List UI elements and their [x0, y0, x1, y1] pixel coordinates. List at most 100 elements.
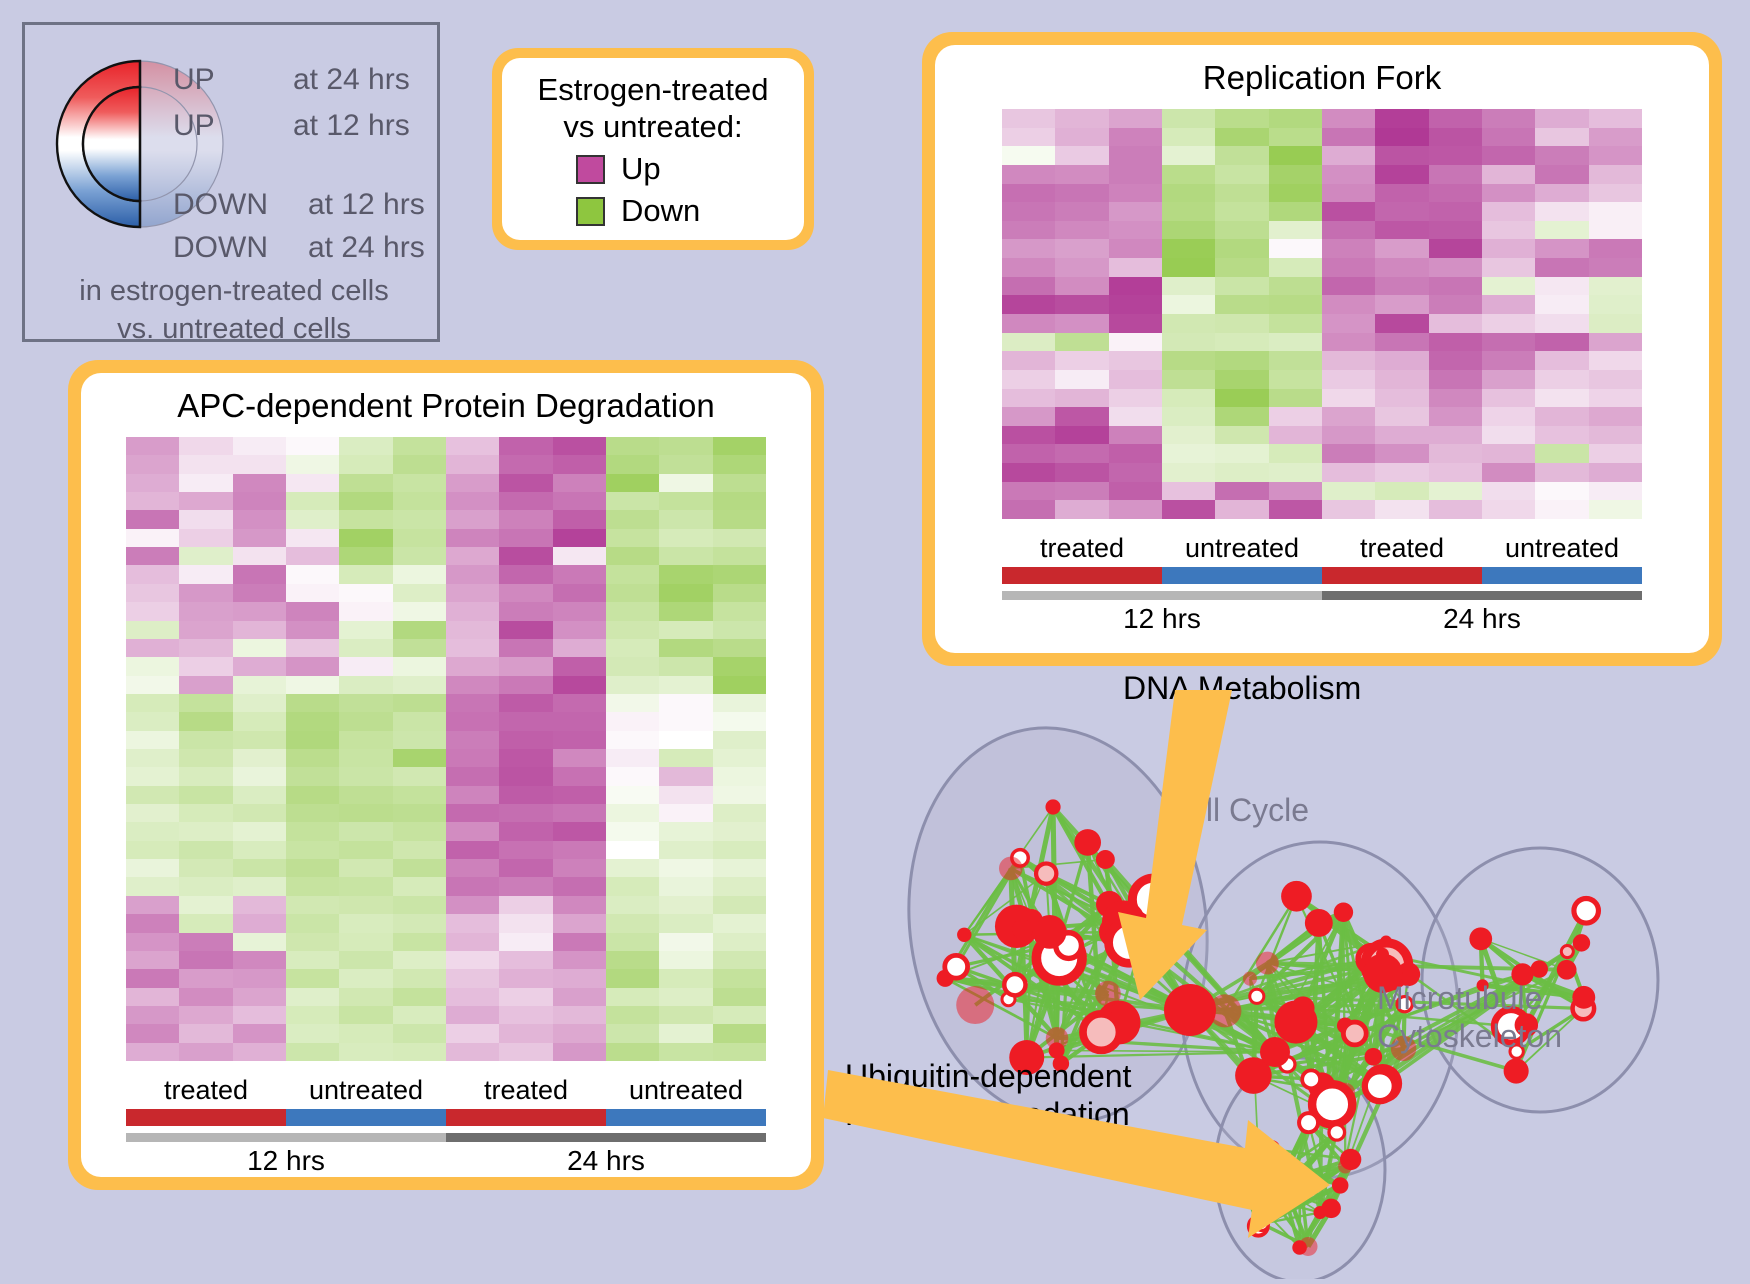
- heatmap-cell: [286, 584, 339, 602]
- heatmap-cell: [553, 492, 606, 510]
- heatmap-cell: [1162, 146, 1215, 165]
- heatmap-cell: [1322, 407, 1375, 426]
- heatmap-cell: [126, 822, 179, 840]
- heatmap-cell: [659, 822, 712, 840]
- heatmap-cell: [553, 822, 606, 840]
- heatmap-cell: [126, 694, 179, 712]
- heatmap-cell: [499, 731, 552, 749]
- heatmap-cell: [553, 767, 606, 785]
- heatmap-cell: [499, 767, 552, 785]
- heatmap-cell: [1002, 295, 1055, 314]
- heatmap-cell: [339, 602, 392, 620]
- heatmap-cell: [553, 676, 606, 694]
- heatmap-cell: [553, 841, 606, 859]
- heatmap-cell: [1162, 202, 1215, 221]
- heatmap-cell: [1589, 500, 1642, 519]
- time-color-bar: [1322, 591, 1642, 600]
- heatmap-cell: [233, 712, 286, 730]
- heatmap-cell: [339, 988, 392, 1006]
- heatmap-cell: [126, 565, 179, 583]
- heatmap-cell: [233, 694, 286, 712]
- heatmap-cell: [1322, 389, 1375, 408]
- heatmap-cell: [1109, 333, 1162, 352]
- heatmap-cell: [659, 492, 712, 510]
- heatmap-cell: [1055, 426, 1108, 445]
- heatmap-cell: [499, 1006, 552, 1024]
- heatmap-cell: [1109, 258, 1162, 277]
- heatmap-cell: [1535, 128, 1588, 147]
- heatmap-cell: [1162, 165, 1215, 184]
- heatmap-cell: [393, 1006, 446, 1024]
- heatmap-cell: [179, 804, 232, 822]
- heatmap-cell: [179, 492, 232, 510]
- heatmap-cell: [1002, 146, 1055, 165]
- heatmap-cell: [1482, 146, 1535, 165]
- heatmap-cell: [1482, 333, 1535, 352]
- heatmap-cell: [1375, 184, 1428, 203]
- heatmap-cell: [1322, 239, 1375, 258]
- heatmap-cell: [126, 896, 179, 914]
- heatmap-cell: [606, 1043, 659, 1061]
- heatmap-cell: [606, 529, 659, 547]
- time-label: 24 hrs: [446, 1145, 766, 1177]
- heatmap-cell: [659, 547, 712, 565]
- heatmap-cell: [606, 621, 659, 639]
- heatmap-cell: [1162, 314, 1215, 333]
- heatmap-cell: [1429, 482, 1482, 501]
- ring-label-up-12: UP: [173, 109, 215, 143]
- heatmap-cell: [1375, 165, 1428, 184]
- heatmap-cell: [126, 1043, 179, 1061]
- heatmap-cell: [126, 1006, 179, 1024]
- heatmap-cell: [1482, 426, 1535, 445]
- heatmap-cell: [339, 712, 392, 730]
- network-node: [999, 857, 1023, 881]
- heatmap-cell: [446, 676, 499, 694]
- heatmap-cell: [1215, 426, 1268, 445]
- heatmap-cell: [1429, 351, 1482, 370]
- heatmap-cell: [553, 914, 606, 932]
- heatmap-cell: [393, 657, 446, 675]
- heatmap-cell: [393, 529, 446, 547]
- heatmap-cell: [606, 1006, 659, 1024]
- heatmap-cell: [339, 822, 392, 840]
- heatmap-cell: [446, 859, 499, 877]
- heatmap-cell: [1109, 184, 1162, 203]
- heatmap-cell: [286, 786, 339, 804]
- heatmap-cell: [393, 1024, 446, 1042]
- heatmap-cell: [1215, 351, 1268, 370]
- heatmap-cell: [1375, 407, 1428, 426]
- heatmap-cell: [446, 877, 499, 895]
- heatmap-cell: [1269, 184, 1322, 203]
- heatmap-cell: [233, 822, 286, 840]
- heatmap-cell: [1535, 500, 1588, 519]
- heatmap-cell: [1535, 109, 1588, 128]
- network-node: [1012, 919, 1033, 940]
- heatmap-cell: [233, 437, 286, 455]
- heatmap-cell: [1429, 426, 1482, 445]
- heatmap-cell: [499, 474, 552, 492]
- heatmap-cell: [659, 731, 712, 749]
- network-node: [1469, 927, 1492, 950]
- down-swatch-icon: [576, 197, 605, 226]
- legend-label-down: Down: [621, 193, 700, 229]
- heatmap-cell: [1322, 351, 1375, 370]
- heatmap-cell: [553, 639, 606, 657]
- heatmap-cell: [1535, 444, 1588, 463]
- heatmap-cell: [713, 896, 766, 914]
- heatmap-cell: [553, 786, 606, 804]
- heatmap-cell: [1215, 389, 1268, 408]
- heatmap-cell: [606, 914, 659, 932]
- heatmap-cell: [1109, 295, 1162, 314]
- heatmap-cell: [1535, 333, 1588, 352]
- heatmap-cell: [233, 657, 286, 675]
- heatmap-cell: [393, 877, 446, 895]
- heatmap-cell: [553, 621, 606, 639]
- heatmap-cell: [1002, 128, 1055, 147]
- heatmap-cell: [1482, 277, 1535, 296]
- heatmap-cell: [446, 786, 499, 804]
- heatmap-cell: [1162, 221, 1215, 240]
- heatmap-cell: [126, 639, 179, 657]
- heatmap-cell: [1535, 258, 1588, 277]
- heatmap-cell: [606, 877, 659, 895]
- heatmap-cell: [179, 529, 232, 547]
